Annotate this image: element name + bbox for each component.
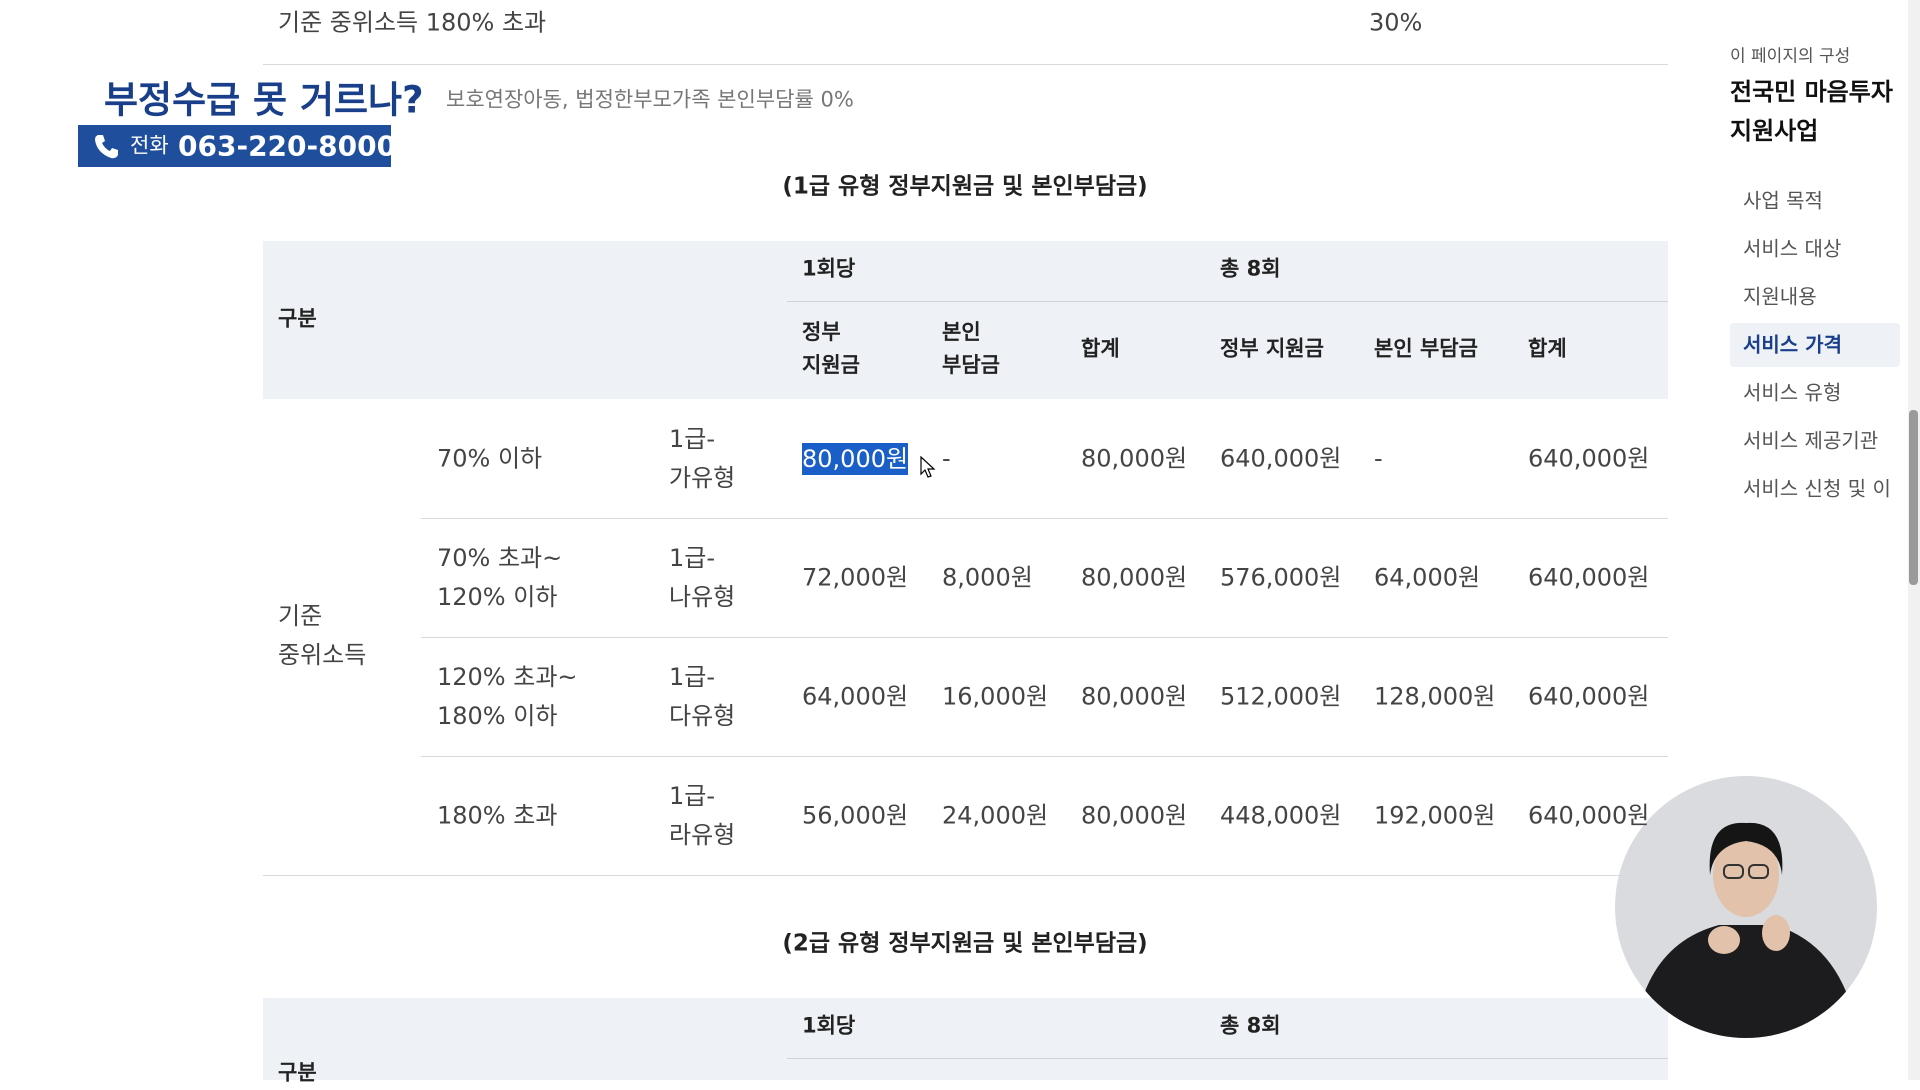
toc-item[interactable]: 서비스 가격 (1743, 332, 1842, 357)
header-cell: 정부 지원금 (1220, 336, 1324, 361)
cell-text: 640,000원 (1528, 682, 1650, 710)
cell-text: 640,000원 (1528, 444, 1650, 472)
cell-text: 80,000원 (1081, 682, 1188, 710)
header-cell: 1회당 (802, 1013, 856, 1038)
phone-banner (78, 125, 391, 167)
cell-text: 64,000원 (1374, 563, 1481, 591)
header-cell: 총 8회 (1220, 1013, 1281, 1038)
cell-text: 64,000원 (802, 682, 909, 710)
cell-text: 80,000원 (1081, 444, 1188, 472)
cell-text: 1급- 나유형 (669, 543, 736, 611)
cell-text: 70% 이하 (437, 444, 543, 472)
cell-text: 120% 초과~ 180% 이하 (437, 662, 578, 730)
toc-item[interactable]: 서비스 신청 및 이 (1743, 476, 1891, 501)
header-cell: 합계 (1081, 336, 1120, 361)
cell-text: 448,000원 (1220, 801, 1342, 829)
cell-text: 576,000원 (1220, 563, 1342, 591)
group-label: 기준 중위소득 (278, 602, 367, 669)
cell-text: 1급- 가유형 (669, 424, 736, 492)
cell-text: 1급- 라유형 (669, 781, 736, 849)
phone-icon (95, 135, 118, 159)
cell-text: 180% 초과 (437, 801, 558, 829)
mouse-cursor (920, 456, 936, 478)
toc-item[interactable]: 사업 목적 (1743, 188, 1823, 213)
row-divider (421, 637, 1668, 638)
sidebar-heading: 이 페이지의 구성 (1730, 46, 1851, 67)
row-divider (263, 875, 1668, 876)
header-cell: 합계 (1528, 336, 1567, 361)
cell-text: 기준 중위소득 180% 초과 (278, 8, 547, 37)
table-header-bg (263, 998, 1668, 1080)
cell-text: 24,000원 (942, 801, 1049, 829)
cell-text: 72,000원 (802, 563, 909, 591)
cell-text: - (1374, 444, 1383, 472)
note: 보호연장아동, 법정한부모가족 본인부담률 0% (446, 87, 854, 112)
cell-text: 192,000원 (1374, 801, 1496, 829)
toc-item[interactable]: 서비스 대상 (1743, 236, 1842, 261)
row-divider (421, 518, 1668, 519)
header-divider (787, 301, 1668, 302)
scrollbar-thumb[interactable] (1909, 410, 1918, 585)
header-cell: 구분 (278, 306, 317, 331)
cell-text: - (942, 444, 951, 472)
cell-text: 1급- 다유형 (669, 662, 736, 730)
cell-text: 30% (1369, 8, 1423, 37)
row-divider (263, 64, 1668, 65)
header-cell: 본인 부담금 (942, 320, 1000, 377)
header-cell: 본인 부담금 (1374, 336, 1478, 361)
toc-item[interactable]: 지원내용 (1743, 284, 1817, 309)
cell-text: 512,000원 (1220, 682, 1342, 710)
cell-text: 70% 초과~ 120% 이하 (437, 543, 563, 611)
phone-label: 전화 (130, 133, 169, 158)
sign-language-interpreter (1615, 776, 1877, 1038)
cell-text: 8,000원 (942, 563, 1033, 591)
header-cell: 총 8회 (1220, 256, 1281, 281)
active-item-bg (1730, 323, 1900, 367)
toc-item[interactable]: 서비스 유형 (1743, 380, 1842, 405)
cell-text: 56,000원 (802, 801, 909, 829)
table-title: (2급 유형 정부지원금 및 본인부담금) (782, 930, 1148, 957)
banner-headline: 부정수급 못 거르나? (104, 78, 424, 122)
phone-number: 063-220-8000 (178, 129, 397, 163)
cell-text: 16,000원 (942, 682, 1049, 710)
header-cell: 1회당 (802, 256, 856, 281)
header-divider (787, 1058, 1668, 1059)
table-header-bg (263, 241, 1668, 399)
cell-text: 128,000원 (1374, 682, 1496, 710)
header-cell: 정부 지원금 (802, 320, 860, 377)
toc-item[interactable]: 서비스 제공기관 (1743, 428, 1879, 453)
sidebar-title: 전국민 마음투자 지원사업 (1730, 78, 1893, 145)
table-title: (1급 유형 정부지원금 및 본인부담금) (782, 173, 1148, 200)
cell-text: 640,000원 (1220, 444, 1342, 472)
header-cell: 구분 (278, 1060, 317, 1085)
cell-text: 80,000원 (1081, 801, 1188, 829)
cell-text: 640,000원 (1528, 801, 1650, 829)
cell-text: 640,000원 (1528, 563, 1650, 591)
cell-text: 80,000원 (1081, 563, 1188, 591)
selected-cell-text: 80,000원 (802, 442, 909, 475)
row-divider (421, 756, 1668, 757)
